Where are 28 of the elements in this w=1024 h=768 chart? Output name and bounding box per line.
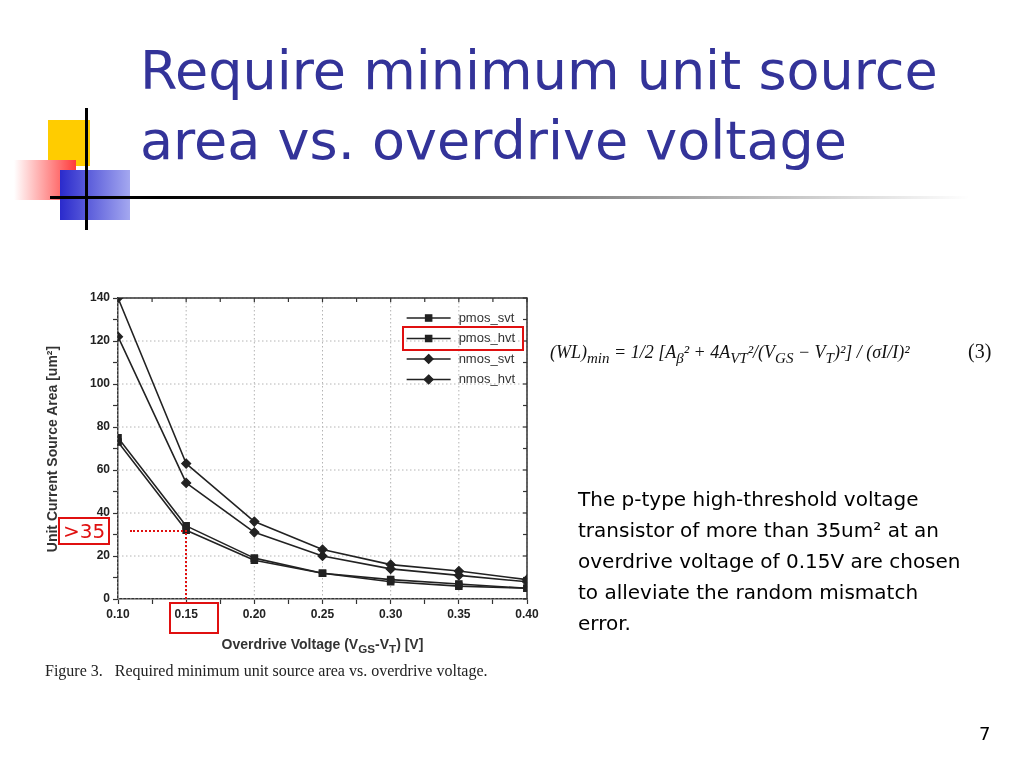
- chart-title: Require minimum unit source area vs. overdrive voltage: [140, 38, 939, 174]
- y-tick-label: 80: [96, 419, 111, 434]
- caption: Figure 3. Required minimum unit source area vs. overdrive voltage.: [45, 662, 488, 680]
- legend-label: nmos_svt: [458, 350, 515, 366]
- y-tick-label: 140: [89, 290, 111, 305]
- legend-label: pmos_svt: [458, 309, 515, 325]
- x-tick-label: 0.30: [378, 606, 403, 621]
- y-axis-title: Unit Current Source Area [um²]: [44, 345, 61, 552]
- legend-label: nmos_hvt: [458, 371, 516, 387]
- y-tick-label: 0: [103, 591, 111, 606]
- annotation: >35: [63, 519, 106, 544]
- text: 7: [979, 723, 991, 744]
- text: The p-type high-threshold voltage transistor of more than 35um² at an overdrive voltage of 0.15V are chosen to alleviate the random mismatch error.: [578, 486, 962, 637]
- y-tick-label: 120: [89, 333, 111, 348]
- y-tick-label: 100: [89, 376, 111, 391]
- legend-label: pmos_hvt: [458, 330, 516, 346]
- x-tick-label: 0.25: [310, 606, 335, 621]
- x-tick-label: 0.10: [106, 606, 130, 621]
- y-tick-label: 20: [96, 548, 111, 563]
- x-tick-label: 0.40: [515, 606, 539, 621]
- x-tick-label: 0.15: [174, 606, 199, 621]
- x-tick-label: 0.20: [242, 606, 267, 621]
- y-tick-label: 60: [96, 462, 111, 477]
- text: (3): [968, 340, 992, 363]
- x-tick-label: 0.35: [447, 606, 471, 621]
- text: (WL)$_{min}$ = 1/2 [A$_{β}$² + 4A$_{VT}$²/(V$_{GS}$ − V$_{T}$)²] / (σI/I)²: [550, 342, 910, 366]
- y-tick-label: 40: [96, 505, 111, 520]
- x-axis-title: Overdrive Voltage (V$_{GS}$-V$_{T}$) [V]: [221, 636, 424, 655]
